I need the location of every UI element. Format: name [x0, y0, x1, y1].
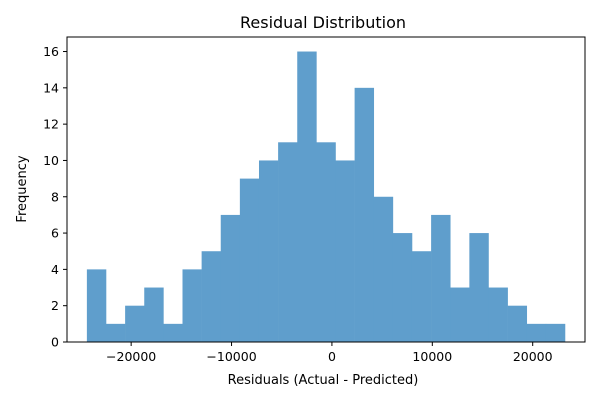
histogram-bar [182, 269, 202, 342]
y-axis-label: Frequency [15, 155, 30, 222]
histogram-bar [373, 196, 394, 342]
histogram-bar [335, 160, 355, 342]
y-tick-label: 10 [43, 153, 59, 168]
histogram-bar [220, 214, 241, 342]
histogram-bar [201, 251, 222, 342]
x-tick-label: −20000 [106, 349, 156, 364]
y-tick-label: 6 [51, 226, 59, 241]
plot-frame [66, 36, 586, 343]
histogram-bar [392, 233, 413, 342]
histogram-bar [106, 323, 126, 342]
chart-title: Residual Distribution [240, 13, 406, 32]
histogram-bar [488, 287, 508, 342]
histogram-bar [507, 305, 528, 342]
y-tick-label: 0 [51, 335, 59, 350]
x-axis-label: Residuals (Actual - Predicted) [228, 373, 419, 388]
x-tick-label: 10000 [412, 349, 452, 364]
histogram-bar [411, 251, 432, 342]
x-tick-label: −10000 [206, 349, 256, 364]
histogram-bar [258, 160, 279, 342]
histogram-bar [545, 323, 566, 342]
histogram-bar [526, 323, 547, 342]
histogram-bar [278, 142, 298, 342]
histogram-bar [450, 287, 470, 342]
histogram-bar [431, 214, 451, 342]
y-tick-label: 2 [51, 298, 59, 313]
histogram-bar [239, 178, 260, 342]
x-tick-label: 20000 [513, 349, 553, 364]
histogram-bar [469, 233, 489, 342]
histogram-bar [163, 323, 183, 342]
histogram-bar [316, 142, 336, 342]
y-tick-label: 4 [51, 262, 59, 277]
histogram-bars [86, 51, 566, 343]
y-axis: 0 2 4 6 8 10 12 14 16 [43, 44, 67, 350]
y-tick-label: 12 [43, 117, 59, 132]
y-tick-label: 16 [43, 44, 59, 59]
x-axis: −20000 −10000 0 10000 20000 [106, 342, 553, 364]
histogram-bar [354, 87, 375, 342]
histogram-bar [144, 287, 164, 342]
histogram-bar [125, 305, 145, 342]
y-tick-label: 14 [43, 80, 59, 95]
histogram-bar [86, 269, 107, 342]
y-tick-label: 8 [51, 189, 59, 204]
histogram-bar [297, 51, 317, 343]
x-tick-label: 0 [328, 349, 336, 364]
